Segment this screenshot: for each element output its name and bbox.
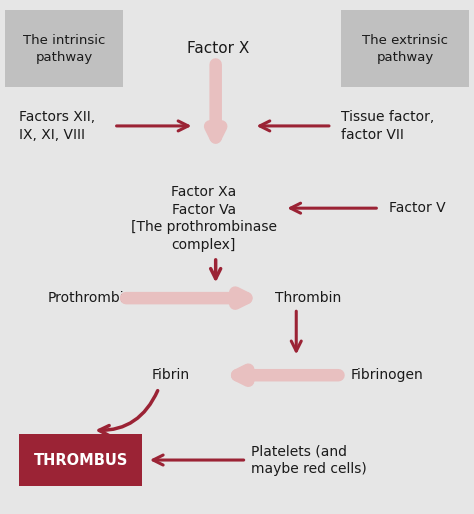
Text: Factor V: Factor V xyxy=(389,201,445,215)
FancyBboxPatch shape xyxy=(5,10,123,87)
Text: Factor Xa
Factor Va
[The prothrombinase
complex]: Factor Xa Factor Va [The prothrombinase … xyxy=(131,185,277,252)
Text: Platelets (and
maybe red cells): Platelets (and maybe red cells) xyxy=(251,445,367,475)
Text: Fibrinogen: Fibrinogen xyxy=(351,368,423,382)
Text: Fibrin: Fibrin xyxy=(152,368,190,382)
Text: Prothrombin: Prothrombin xyxy=(47,291,133,305)
Text: The intrinsic
pathway: The intrinsic pathway xyxy=(23,34,105,64)
Text: Thrombin: Thrombin xyxy=(275,291,341,305)
FancyBboxPatch shape xyxy=(341,10,469,87)
FancyBboxPatch shape xyxy=(19,434,142,486)
Text: Factor X: Factor X xyxy=(187,41,249,57)
Text: Tissue factor,
factor VII: Tissue factor, factor VII xyxy=(341,111,435,141)
Text: The extrinsic
pathway: The extrinsic pathway xyxy=(362,34,448,64)
Text: Factors XII,
IX, XI, VIII: Factors XII, IX, XI, VIII xyxy=(19,111,95,141)
Text: THROMBUS: THROMBUS xyxy=(33,452,128,468)
